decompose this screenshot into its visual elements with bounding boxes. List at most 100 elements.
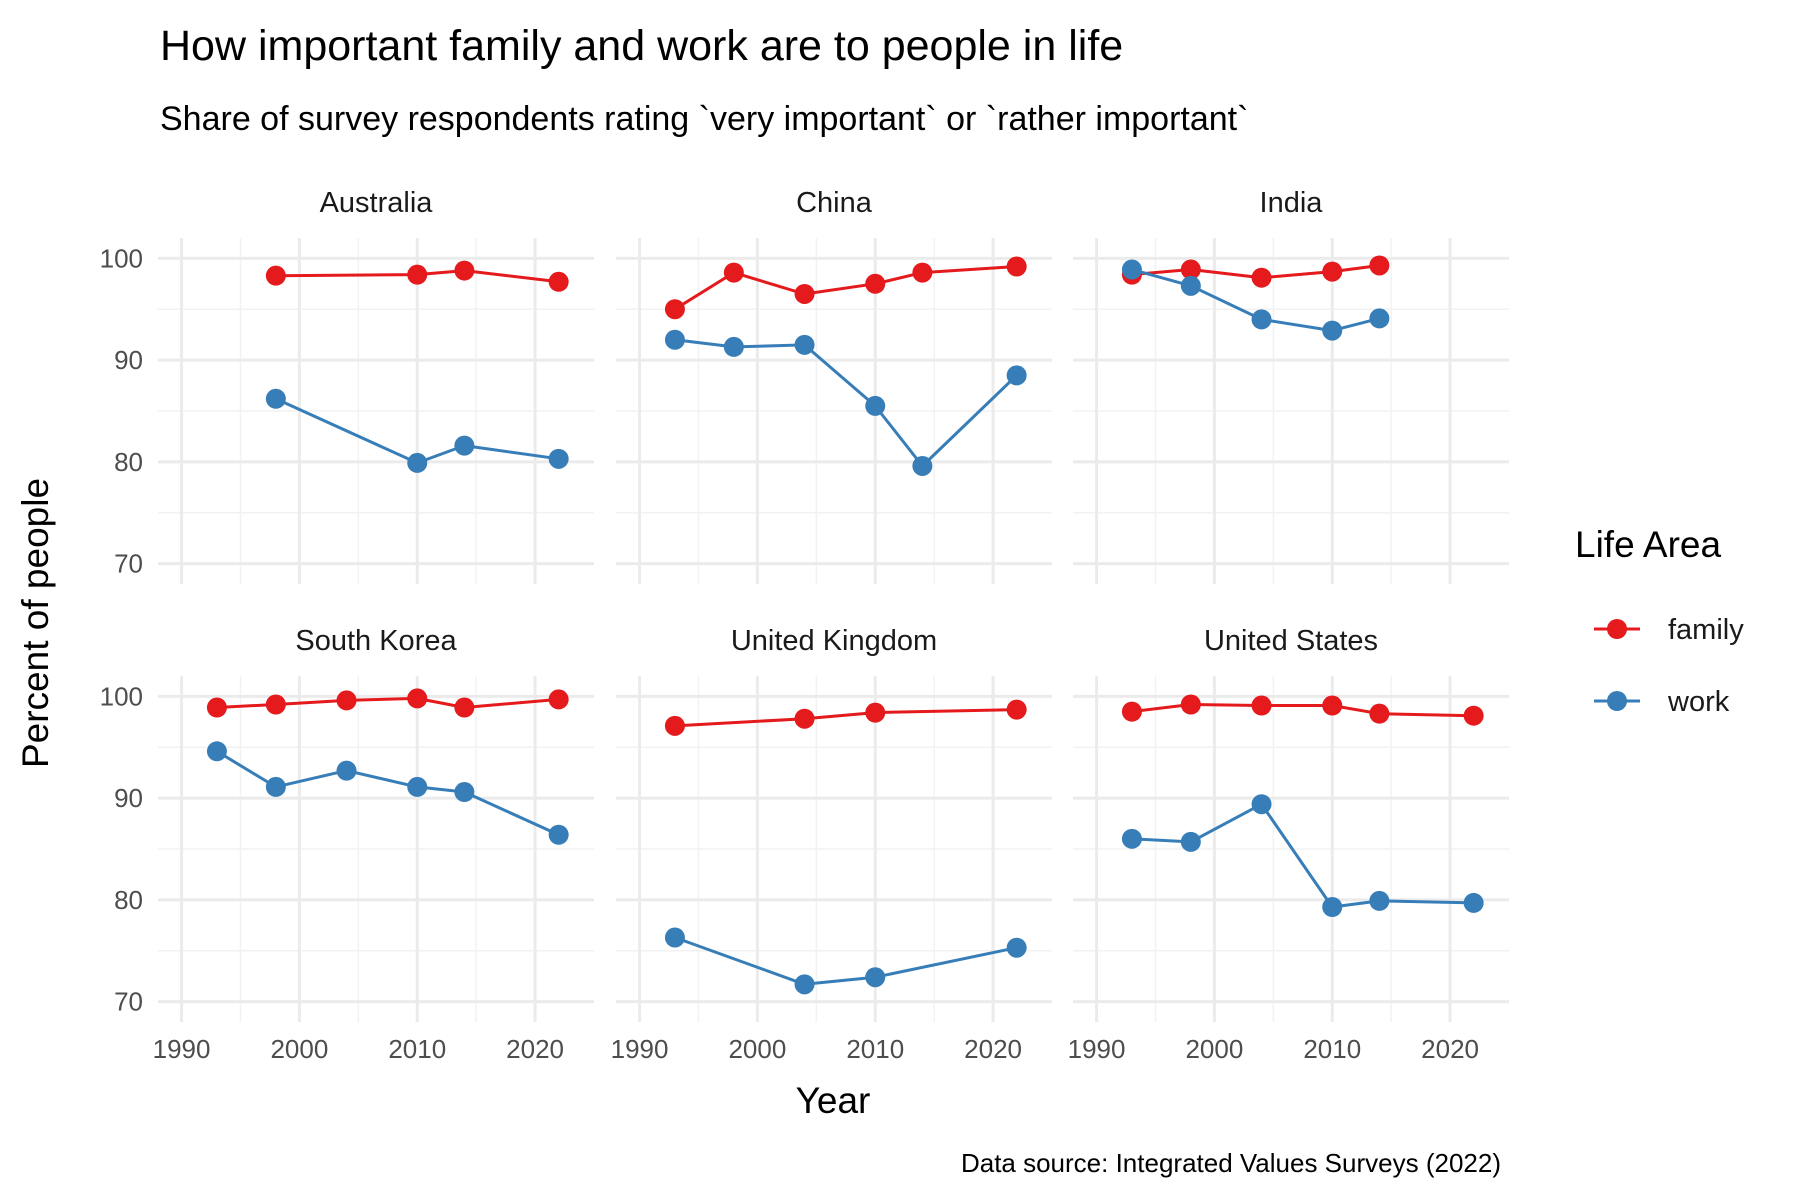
data-point-work bbox=[664, 927, 685, 948]
x-tick-label: 2020 bbox=[964, 1034, 1022, 1064]
data-point-work bbox=[794, 334, 815, 355]
data-point-family bbox=[1463, 705, 1484, 726]
data-point-family bbox=[548, 271, 569, 292]
data-point-work bbox=[407, 452, 428, 473]
data-point-work bbox=[1322, 320, 1343, 341]
data-point-work bbox=[865, 967, 886, 988]
data-point-family bbox=[1180, 694, 1201, 715]
series-line-work bbox=[275, 397, 559, 465]
data-point-family bbox=[664, 299, 685, 320]
data-point-family bbox=[912, 262, 933, 283]
facet-united-states: United States 1990 2000 2010 2020 bbox=[1068, 625, 1509, 1064]
facet-china: China bbox=[616, 187, 1052, 584]
data-point-family bbox=[548, 689, 569, 710]
data-point-work bbox=[548, 824, 569, 845]
x-tick-label: 1990 bbox=[1068, 1034, 1126, 1064]
x-tick-label: 2020 bbox=[1421, 1034, 1479, 1064]
data-point-work bbox=[454, 782, 475, 803]
data-point-work bbox=[336, 760, 357, 781]
data-point-work bbox=[912, 455, 933, 476]
legend-key-point-family bbox=[1607, 619, 1627, 639]
x-tick-label: 2010 bbox=[388, 1034, 446, 1064]
x-tick-label: 2000 bbox=[728, 1034, 786, 1064]
data-point-family bbox=[1322, 261, 1343, 282]
data-point-work bbox=[454, 435, 475, 456]
series-line-family bbox=[674, 265, 1017, 311]
facet-label: United States bbox=[1204, 625, 1378, 657]
data-point-family bbox=[1251, 267, 1272, 288]
data-point-family bbox=[664, 715, 685, 736]
x-tick-label: 2000 bbox=[270, 1034, 328, 1064]
data-point-work bbox=[265, 388, 286, 409]
data-point-work bbox=[1463, 892, 1484, 913]
x-tick-label: 1990 bbox=[611, 1034, 669, 1064]
data-point-work bbox=[1006, 937, 1027, 958]
data-point-family bbox=[454, 697, 475, 718]
x-tick-label: 1990 bbox=[153, 1034, 211, 1064]
data-point-work bbox=[664, 329, 685, 350]
y-axis-title: Percent of people bbox=[15, 478, 56, 768]
y-tick-label: 70 bbox=[114, 549, 143, 579]
legend-label-family: family bbox=[1668, 614, 1744, 646]
data-point-family bbox=[723, 262, 744, 283]
facet-united-kingdom: United Kingdom 1990 2000 2010 2020 bbox=[611, 625, 1052, 1064]
data-point-family bbox=[265, 265, 286, 286]
data-point-work bbox=[407, 776, 428, 797]
data-point-work bbox=[1180, 275, 1201, 296]
facet-label: China bbox=[796, 187, 873, 219]
facet-label: India bbox=[1260, 187, 1324, 219]
data-point-family bbox=[794, 283, 815, 304]
data-point-work bbox=[206, 741, 227, 762]
y-tick-label: 100 bbox=[100, 681, 143, 711]
data-point-family bbox=[454, 260, 475, 281]
data-point-family bbox=[1006, 699, 1027, 720]
data-point-work bbox=[1369, 308, 1390, 329]
legend-label-work: work bbox=[1667, 686, 1730, 718]
chart-title: How important family and work are to peo… bbox=[160, 22, 1123, 70]
data-point-work bbox=[1251, 309, 1272, 330]
legend: Life Area family work bbox=[1575, 524, 1744, 718]
data-point-family bbox=[865, 273, 886, 294]
series-line-work bbox=[1131, 802, 1474, 909]
facet-india: India bbox=[1073, 187, 1509, 584]
data-point-family bbox=[1006, 256, 1027, 277]
y-tick-label: 100 bbox=[100, 243, 143, 273]
series-line-family bbox=[275, 269, 559, 284]
data-point-work bbox=[1369, 890, 1390, 911]
x-tick-label: 2010 bbox=[846, 1034, 904, 1064]
data-point-work bbox=[1006, 365, 1027, 386]
data-point-work bbox=[548, 448, 569, 469]
facet-label: United Kingdom bbox=[731, 625, 937, 657]
y-tick-label: 70 bbox=[114, 987, 143, 1017]
data-point-work bbox=[723, 336, 744, 357]
data-point-work bbox=[1121, 828, 1142, 849]
x-tick-label: 2020 bbox=[506, 1034, 564, 1064]
data-point-family bbox=[206, 697, 227, 718]
data-point-family bbox=[794, 708, 815, 729]
data-point-family bbox=[1180, 259, 1201, 280]
x-tick-label: 2000 bbox=[1185, 1034, 1243, 1064]
legend-key-point-work bbox=[1607, 691, 1627, 711]
series-line-work bbox=[216, 750, 560, 837]
data-point-family bbox=[1322, 695, 1343, 716]
series-line-family bbox=[674, 708, 1017, 728]
facet-panels: Australia 70 80 90 100 China India South Korea 7… bbox=[100, 187, 1509, 1064]
x-tick-label: 2010 bbox=[1303, 1034, 1361, 1064]
chart-caption: Data source: Integrated Values Surveys (… bbox=[961, 1148, 1501, 1178]
facet-label: South Korea bbox=[295, 625, 457, 657]
legend-title: Life Area bbox=[1575, 524, 1721, 565]
facet-australia: Australia 70 80 90 100 bbox=[100, 187, 594, 584]
y-tick-label: 90 bbox=[114, 345, 143, 375]
chart-subtitle: Share of survey respondents rating `very… bbox=[160, 100, 1248, 138]
data-point-family bbox=[1121, 701, 1142, 722]
facet-south-korea: South Korea 70 80 90 100 1990 2000 2010 2020 bbox=[100, 625, 594, 1064]
data-point-family bbox=[865, 702, 886, 723]
y-tick-label: 80 bbox=[114, 447, 143, 477]
data-point-family bbox=[265, 694, 286, 715]
data-point-family bbox=[336, 690, 357, 711]
series-line-work bbox=[674, 936, 1017, 986]
data-point-work bbox=[865, 395, 886, 416]
y-tick-label: 90 bbox=[114, 783, 143, 813]
facet-label: Australia bbox=[320, 187, 434, 219]
y-tick-label: 80 bbox=[114, 885, 143, 915]
